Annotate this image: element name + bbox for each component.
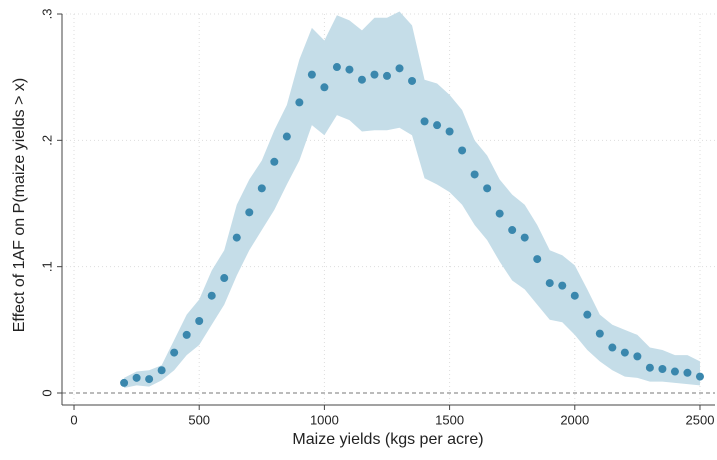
point	[683, 368, 692, 377]
point	[345, 65, 354, 74]
confidence-band	[124, 11, 700, 388]
point	[445, 127, 454, 136]
point	[608, 343, 617, 352]
point	[332, 63, 341, 72]
point	[433, 121, 442, 130]
point	[257, 184, 266, 193]
point	[220, 274, 229, 283]
point	[395, 64, 404, 73]
point	[583, 310, 592, 319]
point	[458, 146, 467, 155]
point	[633, 352, 642, 361]
point	[495, 209, 504, 218]
point	[620, 348, 629, 357]
x-tick-label: 2000	[560, 412, 589, 427]
point	[520, 233, 529, 242]
point	[595, 329, 604, 338]
point	[120, 378, 129, 387]
point	[545, 279, 554, 288]
point	[295, 98, 304, 107]
x-tick-label: 1500	[435, 412, 464, 427]
point	[533, 255, 542, 264]
point	[483, 184, 492, 193]
point	[207, 291, 216, 300]
point	[470, 170, 479, 179]
point	[195, 316, 204, 325]
point	[695, 372, 704, 381]
point	[157, 366, 166, 375]
point	[420, 117, 429, 126]
point	[245, 208, 254, 217]
point	[645, 363, 654, 372]
point	[570, 291, 579, 300]
y-tick-label: 0	[39, 389, 54, 396]
y-tick-label: .1	[39, 261, 54, 272]
point	[370, 70, 379, 79]
y-tick-label: .3	[39, 9, 54, 20]
point	[508, 226, 517, 235]
x-tick-label: 1000	[310, 412, 339, 427]
point	[382, 71, 391, 80]
x-tick-label: 2500	[686, 412, 715, 427]
point	[232, 233, 241, 242]
x-axis-title: Maize yields (kgs per acre)	[292, 431, 483, 448]
point	[282, 132, 291, 141]
point	[670, 367, 679, 376]
point	[145, 375, 154, 384]
point	[307, 70, 316, 79]
point	[320, 83, 329, 92]
point	[270, 157, 279, 166]
point	[357, 75, 366, 84]
x-tick-label: 500	[188, 412, 210, 427]
y-tick-label: .2	[39, 135, 54, 146]
y-axis-title: Effect of 1AF on P(maize yields > x)	[11, 78, 28, 332]
point	[182, 330, 191, 339]
point	[170, 348, 179, 357]
point	[132, 373, 141, 382]
point	[408, 76, 417, 85]
x-tick-label: 0	[70, 412, 77, 427]
point	[658, 364, 667, 373]
point	[558, 281, 567, 290]
